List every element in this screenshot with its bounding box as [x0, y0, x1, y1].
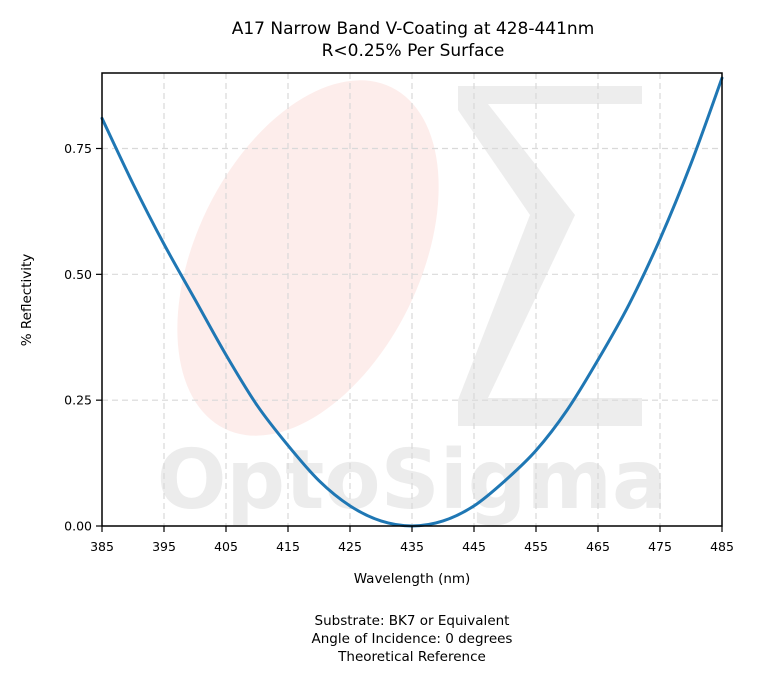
x-axis-label: Wavelength (nm): [354, 571, 471, 587]
x-tick-label: 415: [276, 539, 300, 554]
y-tick-label: 0.75: [64, 141, 92, 156]
x-tick-label: 385: [90, 539, 114, 554]
x-tick-label: 425: [338, 539, 362, 554]
footer-reference: Theoretical Reference: [338, 649, 486, 665]
x-tick-label: 455: [524, 539, 548, 554]
y-tick-label: 0.00: [64, 519, 92, 534]
y-axis-label: % Reflectivity: [19, 254, 35, 347]
y-tick-label: 0.50: [64, 267, 92, 282]
grid-lines: [102, 73, 722, 526]
optosigma-logo-watermark: OptoSigma: [157, 80, 667, 528]
x-tick-label: 485: [710, 539, 734, 554]
y-axis-ticks: 0.00 0.25 0.50 0.75: [64, 141, 102, 534]
x-tick-label: 475: [648, 539, 672, 554]
x-axis-ticks: 385 395 405 415 425 435 445 455 465 475 485: [90, 526, 734, 554]
x-tick-label: 445: [462, 539, 486, 554]
footer-angle: Angle of Incidence: 0 degrees: [311, 631, 513, 647]
x-tick-label: 405: [214, 539, 238, 554]
x-tick-label: 435: [400, 539, 424, 554]
footer-substrate: Substrate: BK7 or Equivalent: [314, 613, 510, 629]
chart-subtitle: R<0.25% Per Surface: [321, 41, 505, 61]
watermark-sigma-glyph: [458, 86, 642, 426]
x-tick-label: 465: [586, 539, 610, 554]
chart-title: A17 Narrow Band V-Coating at 428-441nm: [231, 19, 595, 39]
watermark-pink-ellipse: [177, 80, 439, 436]
x-tick-label: 395: [152, 539, 176, 554]
y-tick-label: 0.25: [64, 393, 92, 408]
